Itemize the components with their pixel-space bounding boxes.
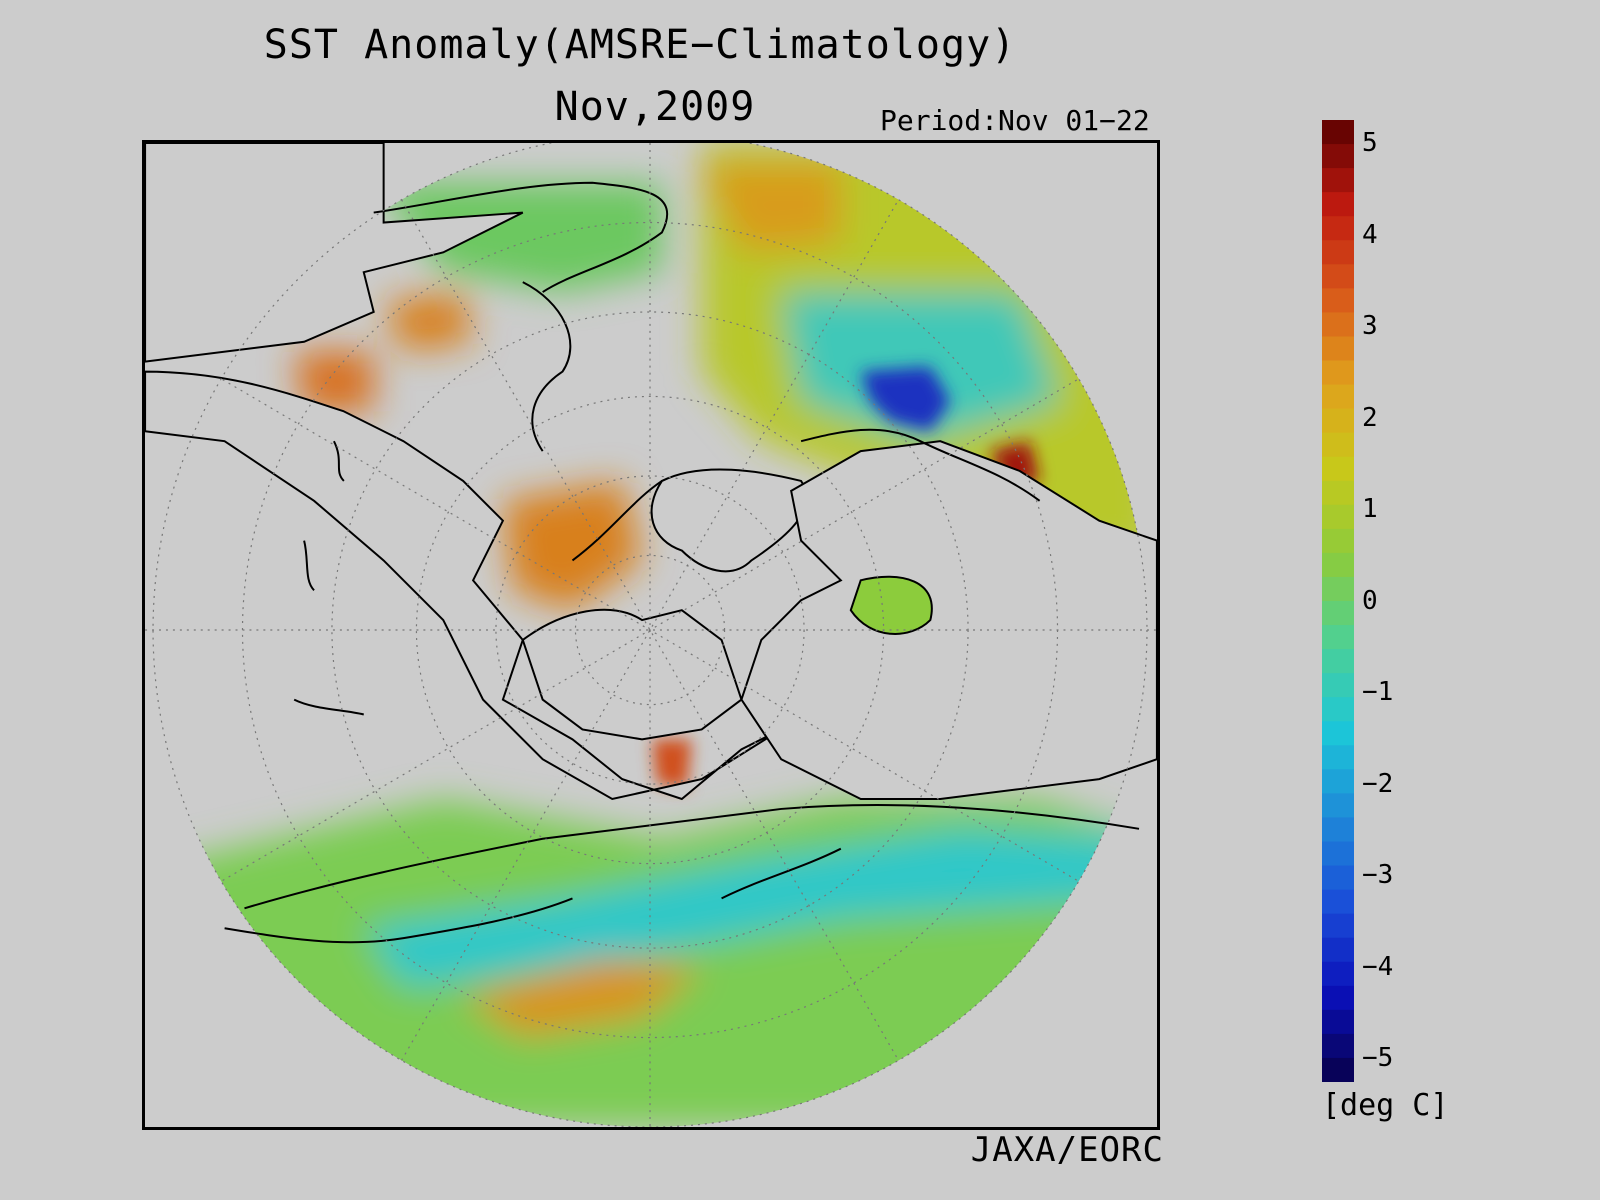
map-frame (142, 140, 1160, 1130)
colorbar-tick-label: −4 (1362, 951, 1394, 982)
colorbar-segment (1322, 576, 1354, 602)
colorbar-segment (1322, 793, 1354, 818)
colorbar-segment (1322, 1057, 1354, 1082)
colorbar-tick-label: 2 (1362, 402, 1378, 433)
colorbar-segment (1322, 408, 1354, 434)
colorbar-tick-label: 3 (1362, 311, 1378, 341)
colorbar-segment (1322, 937, 1354, 963)
colorbar-segment (1322, 601, 1354, 626)
colorbar-tick-label: −3 (1362, 860, 1394, 890)
colorbar-segment (1322, 288, 1354, 313)
colorbar-segment (1322, 817, 1354, 842)
polar-map (145, 143, 1157, 1127)
colorbar-segment (1322, 312, 1354, 337)
colorbar-segment (1322, 865, 1354, 891)
colorbar-segment (1322, 961, 1354, 987)
period-label: Period:Nov 01−22 (880, 104, 1150, 137)
colorbar-segment (1322, 721, 1354, 746)
sst-field (153, 143, 1147, 1127)
colorbar-tick-label: −1 (1362, 677, 1394, 707)
colorbar-segment (1322, 456, 1354, 482)
colorbar-segment (1322, 120, 1354, 145)
colorbar-segment (1322, 1009, 1354, 1035)
colorbar-segment (1322, 504, 1354, 530)
colorbar-tick-label: 1 (1362, 494, 1378, 524)
coastlines (224, 181, 1140, 944)
colorbar-tick-label: −2 (1362, 768, 1394, 799)
colorbar-unit: [deg C] (1322, 1088, 1449, 1123)
colorbar-segment (1322, 192, 1354, 217)
colorbar-tick-label: −5 (1362, 1043, 1394, 1073)
colorbar-segment (1322, 144, 1354, 169)
colorbar-segment (1322, 985, 1354, 1011)
colorbar-segment (1322, 889, 1354, 915)
colorbar-segment (1322, 745, 1354, 770)
colorbar-segment (1322, 528, 1354, 554)
credit-label: JAXA/EORC (970, 1130, 1164, 1170)
colorbar-segment (1322, 336, 1354, 361)
landmasses (145, 143, 1157, 801)
colorbar-segment (1322, 697, 1354, 722)
colorbar-tick-label: 4 (1362, 219, 1378, 250)
colorbar-segment (1322, 913, 1354, 939)
colorbar-segment (1322, 264, 1354, 289)
colorbar-segment (1322, 480, 1354, 506)
colorbar-segment (1322, 552, 1354, 578)
colorbar-segment (1322, 432, 1354, 458)
colorbar-segment (1322, 649, 1354, 674)
chart-subtitle: Nov,2009 (554, 84, 756, 130)
colorbar-segment (1322, 841, 1354, 867)
colorbar-tick-label: 5 (1362, 128, 1378, 158)
colorbar-segment (1322, 360, 1354, 386)
colorbar-segment (1322, 625, 1354, 650)
colorbar-segment (1322, 673, 1354, 698)
colorbar (1322, 120, 1354, 1082)
colorbar-segment (1322, 769, 1354, 794)
colorbar-segment (1322, 216, 1354, 241)
colorbar-segment (1322, 168, 1354, 193)
colorbar-segment (1322, 240, 1354, 265)
chart-title: SST Anomaly(AMSRE−Climatology) (263, 22, 1017, 68)
colorbar-segment (1322, 384, 1354, 410)
colorbar-segment (1322, 1033, 1354, 1059)
colorbar-tick-label: 0 (1362, 585, 1378, 616)
